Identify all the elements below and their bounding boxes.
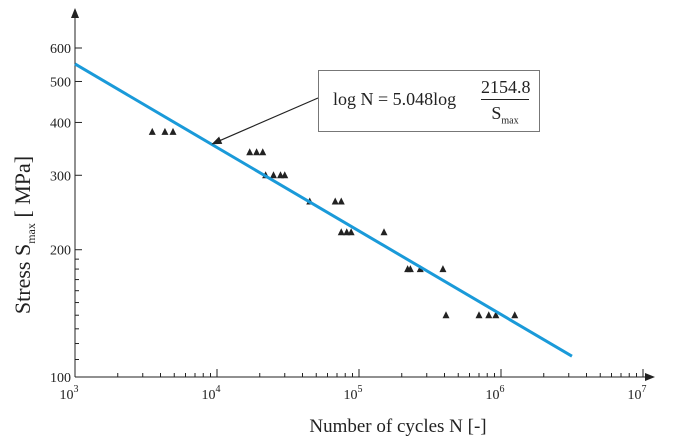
x-tick-label: 107 <box>628 384 647 403</box>
data-point <box>511 311 519 319</box>
x-tick-label: 103 <box>60 384 79 403</box>
data-point <box>380 228 388 236</box>
x-tick-label: 104 <box>202 384 221 403</box>
y-axis-title-subscript: max <box>24 223 38 244</box>
x-tick-label: 105 <box>344 384 363 403</box>
data-point <box>442 311 450 319</box>
y-tick-label: 200 <box>50 244 71 259</box>
y-tick-label: 400 <box>50 116 71 131</box>
data-point <box>406 265 414 273</box>
regression-equation-box: log N = 5.048log 2154.8 Smax <box>318 70 540 132</box>
data-point <box>169 127 177 135</box>
x-tick-label: 106 <box>486 384 505 403</box>
data-point <box>439 265 447 273</box>
equation-denominator-symbol: S <box>491 103 502 123</box>
axes <box>71 8 655 381</box>
data-point <box>337 197 345 205</box>
data-point <box>337 228 345 236</box>
equation-lhs: log N = 5.048log <box>333 89 457 109</box>
y-axis-ticks: 100 200 300 400 500 600 <box>50 42 82 386</box>
equation-denominator: Smax <box>481 103 529 132</box>
x-axis-title: Number of cycles N [-] <box>309 416 486 437</box>
equation-fraction: 2154.8 Smax <box>481 77 531 132</box>
data-point <box>492 311 500 319</box>
data-point <box>148 127 156 135</box>
y-axis-title-main: Stress S <box>10 244 35 314</box>
fraction-bar <box>481 99 529 100</box>
data-point <box>347 228 355 236</box>
y-tick-label: 500 <box>50 75 71 90</box>
data-point <box>259 148 267 156</box>
equation-numerator: 2154.8 <box>481 77 531 97</box>
x-axis-arrowhead <box>645 373 655 381</box>
data-point <box>485 311 493 319</box>
annotation-arrow <box>211 97 319 145</box>
y-axis-arrowhead <box>71 8 79 18</box>
y-axis-title-unit: [ MPa] <box>10 156 35 223</box>
data-point <box>281 171 289 179</box>
plot-area <box>74 62 573 358</box>
data-point <box>246 148 254 156</box>
y-tick-label: 100 <box>50 371 71 386</box>
equation-denominator-subscript: max <box>501 115 519 127</box>
data-point <box>253 148 261 156</box>
data-point <box>161 127 169 135</box>
y-axis-title: Stress Smax [ MPa] <box>10 156 38 314</box>
regression-line <box>74 62 573 358</box>
data-point <box>331 197 339 205</box>
data-point <box>475 311 483 319</box>
y-tick-label: 600 <box>50 42 71 57</box>
x-axis-ticks: 103 104 105 106 107 <box>60 369 647 403</box>
data-point <box>270 171 278 179</box>
y-tick-label: 300 <box>50 169 71 184</box>
